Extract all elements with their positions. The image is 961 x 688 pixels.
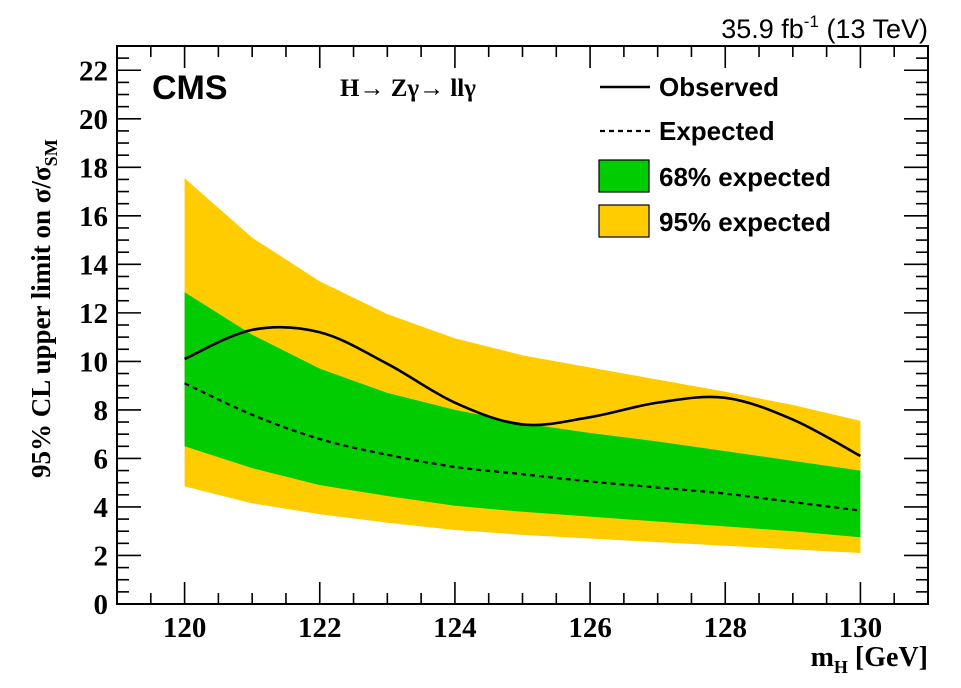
band-68-expected <box>184 292 861 538</box>
y-tick-label: 8 <box>94 395 109 427</box>
y-tick-label: 4 <box>94 492 109 524</box>
y-tick-labels: 0 2 4 6 8 10 12 14 16 18 20 22 <box>79 55 108 621</box>
y-tick-label: 22 <box>79 55 108 87</box>
legend-95-swatch <box>598 204 650 238</box>
x-tick-label: 120 <box>163 612 207 644</box>
y-axis-label: 95% CL upper limit on σ/σSM <box>26 139 61 478</box>
x-tick-label: 124 <box>433 612 477 644</box>
x-tick-labels: 120 122 124 126 128 130 <box>163 612 882 644</box>
x-tick-label: 122 <box>298 612 342 644</box>
experiment-label: CMS <box>152 69 228 107</box>
x-ticks <box>116 46 929 604</box>
x-tick-label: 130 <box>839 612 883 644</box>
legend-observed-label: Observed <box>659 72 779 102</box>
observed-line <box>184 325 862 458</box>
y-tick-label: 16 <box>79 201 108 233</box>
legend-68-swatch <box>598 159 650 193</box>
y-tick-label: 18 <box>79 152 108 184</box>
y-tick-label: 20 <box>79 104 108 136</box>
legend-expected-label: Expected <box>659 116 775 146</box>
x-tick-label: 126 <box>568 612 612 644</box>
legend: Observed Expected 68% expected 95% expec… <box>598 72 831 238</box>
y-tick-label: 6 <box>94 443 109 475</box>
legend-68-label: 68% expected <box>659 162 831 192</box>
y-tick-label: 10 <box>79 346 108 378</box>
y-tick-label: 14 <box>79 249 108 281</box>
y-tick-label: 12 <box>79 298 108 330</box>
legend-95-label: 95% expected <box>659 207 831 237</box>
y-tick-label: 0 <box>94 589 109 621</box>
x-tick-label: 128 <box>704 612 748 644</box>
lumi-label: 35.9 fb-1 (13 TeV) <box>721 12 928 44</box>
y-tick-label: 2 <box>94 540 109 572</box>
y-ticks <box>117 45 928 605</box>
x-axis-label: mH [GeV] <box>811 642 928 677</box>
process-label: H→ Zγ→ llγ <box>340 75 476 102</box>
expected-line <box>184 382 861 512</box>
